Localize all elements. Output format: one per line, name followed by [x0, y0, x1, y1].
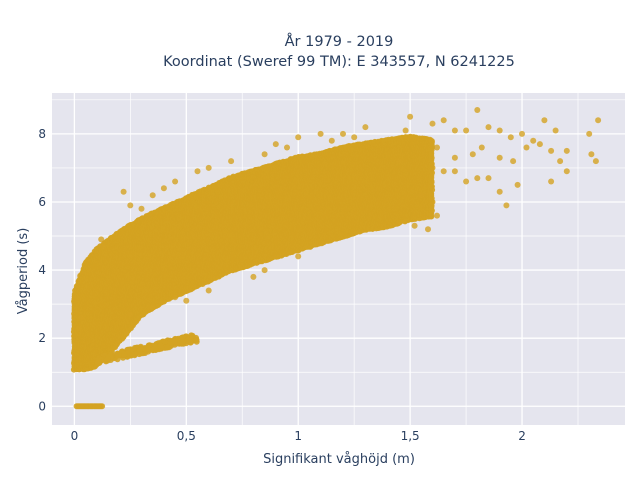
chart-title: År 1979 - 2019: [285, 33, 394, 50]
data-points: [70, 107, 602, 410]
chart-subtitle: Koordinat (Sweref 99 TM): E 343557, N 62…: [163, 54, 515, 70]
